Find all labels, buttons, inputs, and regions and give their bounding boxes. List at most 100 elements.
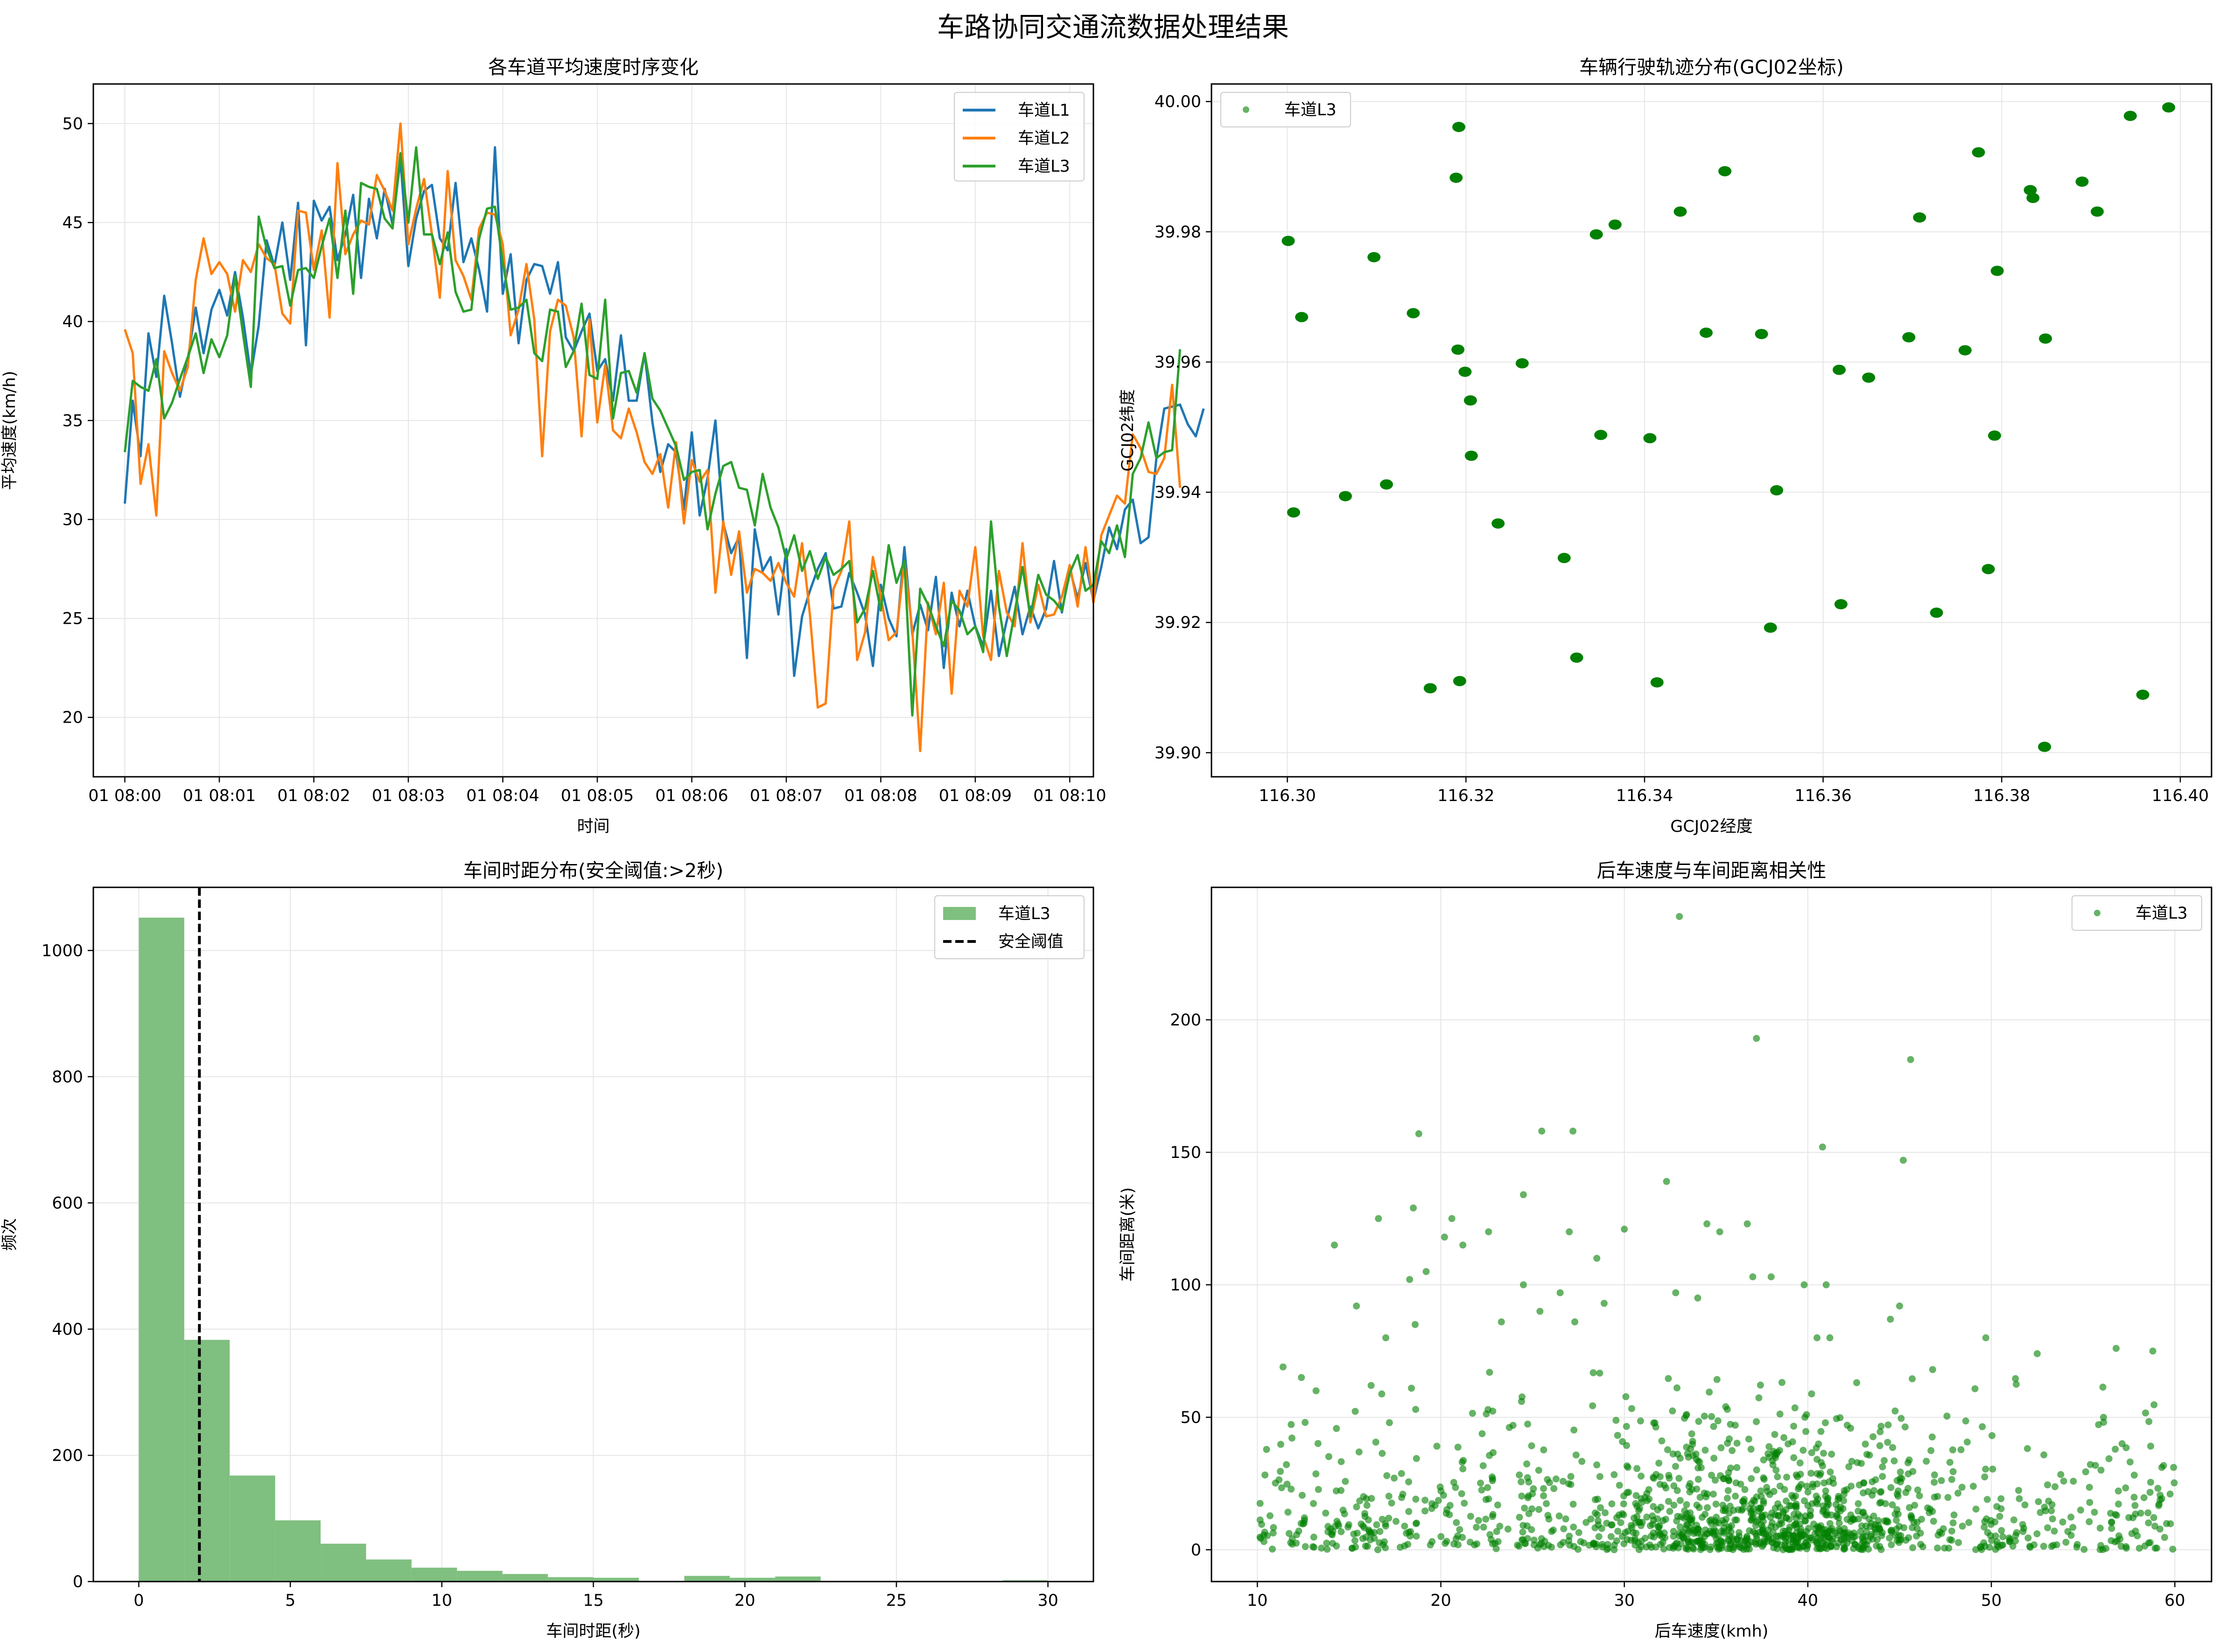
speed-timeseries-title: 各车道平均速度时序变化 [488, 56, 699, 78]
scatter-point [1675, 1475, 1683, 1482]
scatter-point [1997, 1495, 2005, 1502]
scatter-point [1785, 1440, 1792, 1448]
scatter-point [1753, 1035, 1760, 1042]
scatter-point [1398, 1470, 1405, 1477]
scatter-point [1848, 1457, 1855, 1465]
scatter-point [1913, 1525, 1921, 1533]
scatter-point [1560, 1525, 1568, 1533]
scatter-point [1421, 1497, 1429, 1504]
scatter-point [1894, 1492, 1902, 1500]
scatter-point [1352, 1543, 1359, 1551]
scatter-point [1988, 1432, 1996, 1439]
scatter-point [2041, 1504, 2048, 1511]
scatter-point [1995, 1543, 2002, 1551]
scatter-point [1695, 1418, 1702, 1425]
scatter-point [1427, 1541, 1434, 1549]
scatter-point [1435, 1497, 1442, 1504]
scatter-point [1791, 1521, 1798, 1529]
trajectory-point [1295, 312, 1309, 322]
tick-label-x: 01 08:10 [1033, 787, 1106, 805]
scatter-point [1689, 1544, 1696, 1552]
scatter-point [1578, 1457, 1586, 1465]
scatter-point [1813, 1334, 1821, 1341]
tick-label-x: 01 08:08 [844, 787, 917, 805]
scatter-point [1725, 1537, 1733, 1545]
scatter-point [2155, 1502, 2163, 1509]
scatter-point [1567, 1473, 1575, 1480]
tick-label-x: 01 08:06 [655, 787, 728, 805]
scatter-point [1413, 1520, 1420, 1527]
scatter-point [1943, 1412, 1951, 1420]
scatter-point [2131, 1502, 2139, 1509]
scatter-point [2114, 1487, 2122, 1495]
scatter-point [1841, 1491, 1848, 1498]
scatter-point [1475, 1517, 1482, 1524]
scatter-point [1731, 1422, 1739, 1429]
scatter-point [1676, 1497, 1684, 1504]
scatter-point [1270, 1524, 1277, 1531]
scatter-point [1977, 1544, 1984, 1551]
scatter-point [1891, 1511, 1899, 1518]
scatter-point [1797, 1525, 1805, 1533]
tick-label-y: 200 [52, 1446, 83, 1465]
scatter-point [1987, 1532, 1994, 1540]
scatter-point [1949, 1519, 1957, 1527]
axes-frame [1211, 83, 2212, 778]
scatter-point [1549, 1527, 1557, 1534]
scatter-point [2151, 1522, 2159, 1530]
scatter-point [1756, 1528, 1763, 1536]
scatter-point [1454, 1443, 1462, 1451]
tick-label-x: 116.34 [1616, 787, 1673, 805]
scatter-point [1927, 1447, 1935, 1454]
scatter-point [1887, 1484, 1895, 1492]
scatter-point [1288, 1434, 1295, 1442]
trajectory-point [1451, 344, 1465, 355]
scatter-point [2113, 1345, 2120, 1352]
scatter-point [2122, 1543, 2130, 1550]
scatter-point [1948, 1476, 1955, 1483]
scatter-point [1773, 1540, 1780, 1547]
scatter-point [1388, 1499, 1395, 1507]
scatter-point [2105, 1455, 2113, 1463]
scatter-point [1790, 1532, 1798, 1540]
scatter-point [1591, 1524, 1599, 1532]
headway-histogram-legend: 车道L3 安全阈值 [934, 895, 1085, 959]
scatter-point [1712, 1500, 1720, 1508]
scatter-point [1752, 1522, 1759, 1529]
scatter-point [1835, 1492, 1842, 1500]
scatter-point [1981, 1523, 1988, 1531]
scatter-point [1408, 1385, 1415, 1392]
trajectory-point [1281, 236, 1295, 246]
scatter-point [1295, 1527, 1302, 1535]
scatter-point [1459, 1465, 1467, 1472]
scatter-point [1455, 1541, 1462, 1548]
scatter-point [1540, 1446, 1547, 1454]
trajectory-point [2091, 206, 2104, 217]
scatter-point [1277, 1441, 1284, 1448]
trajectory-point [1463, 395, 1477, 406]
scatter-point [1620, 1500, 1627, 1507]
scatter-point [1293, 1540, 1300, 1547]
tick-label-x: 50 [1981, 1591, 2002, 1610]
scatter-point [1493, 1528, 1500, 1535]
speed-gap-scatter-title: 后车速度与车间距离相关性 [1597, 859, 1827, 882]
scatter-point [2049, 1515, 2056, 1523]
scatter-point [1904, 1470, 1912, 1478]
scatter-point [1822, 1487, 1829, 1495]
scatter-point [1365, 1528, 1373, 1535]
legend-marker-l3 [1243, 106, 1249, 113]
scatter-point [1652, 1543, 1659, 1551]
scatter-point [1572, 1451, 1580, 1459]
scatter-point [1378, 1390, 1386, 1398]
scatter-point [1613, 1514, 1620, 1521]
scatter-point [1737, 1480, 1744, 1488]
scatter-point [1959, 1522, 1966, 1530]
scatter-point [1477, 1479, 1484, 1487]
tick-label-x: 01 08:02 [277, 787, 350, 805]
scatter-point [1755, 1394, 1763, 1401]
scatter-point [2051, 1483, 2059, 1491]
scatter-point [2060, 1478, 2067, 1485]
scatter-point [1518, 1478, 1525, 1485]
scatter-point [1876, 1428, 1884, 1436]
scatter-point [1641, 1534, 1649, 1542]
